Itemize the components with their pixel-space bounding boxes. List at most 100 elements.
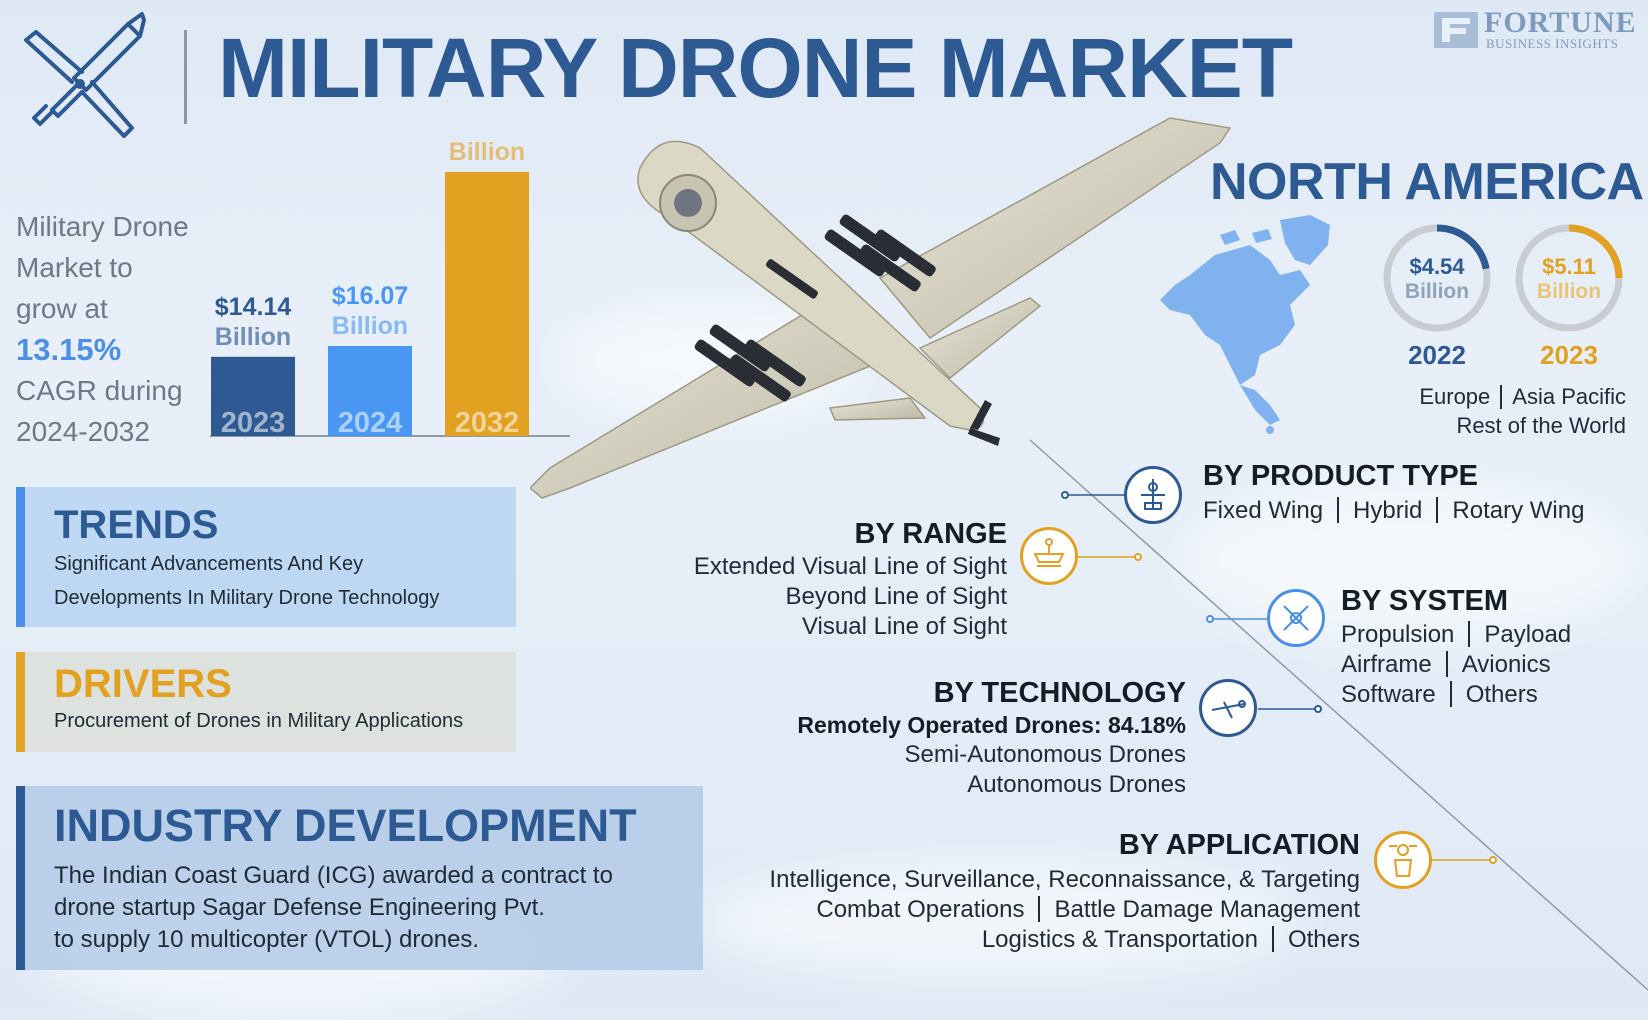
- application-title: BY APPLICATION: [1118, 829, 1360, 861]
- industry-development-line: drone startup Sagar Defense Engineering …: [54, 894, 545, 921]
- bar-2023: [211, 356, 295, 436]
- technology-item: Semi-Autonomous Drones: [904, 741, 1186, 768]
- north-america-title: NORTH AMERICA: [1210, 153, 1644, 211]
- separator: [1271, 926, 1274, 952]
- application-item: Logistics & Transportation: [981, 926, 1258, 953]
- page-title: MILITARY DRONE MARKET: [218, 21, 1293, 115]
- application-items-row: Logistics & Transportation Others: [700, 926, 1360, 954]
- drone-illustration: [530, 117, 1232, 499]
- industry-development-line: The Indian Coast Guard (ICG) awarded a c…: [54, 862, 613, 889]
- range-item: Beyond Line of Sight: [785, 583, 1008, 610]
- system-icon: [1267, 589, 1325, 647]
- separator: [1337, 497, 1340, 523]
- separator: [1449, 681, 1452, 707]
- na-donut-2023: [1515, 224, 1623, 332]
- application-icon: [1374, 831, 1432, 889]
- donut-arc: [1383, 224, 1491, 332]
- separator: [1445, 651, 1448, 677]
- bar-unit-label: Billion: [332, 312, 408, 340]
- application-items-row: Combat Operations Battle Damage Managemen…: [700, 896, 1360, 924]
- system-item: Software: [1341, 681, 1436, 708]
- application-item: Combat Operations: [816, 896, 1025, 923]
- product-type-items: Fixed Wing Hybrid Rotary Wing: [1203, 497, 1584, 525]
- bar-category-label: 2023: [221, 407, 286, 439]
- market-bar-chart: 2023Billion$14.142024Billion$16.072032Bi…: [210, 140, 570, 439]
- application-item: Intelligence, Surveillance, Reconnaissan…: [769, 866, 1360, 893]
- logo-subtitle-text: BUSINESS INSIGHTS: [1486, 36, 1619, 51]
- growth-statement: Military Drone Market to grow at 13.15% …: [16, 206, 216, 452]
- product-type-item: Hybrid: [1353, 497, 1423, 524]
- trends-panel: TRENDS Significant Advancements And Key …: [16, 487, 516, 627]
- donut-year: 2023: [1540, 340, 1598, 370]
- system-item: Propulsion: [1341, 621, 1455, 648]
- product-type-item: Rotary Wing: [1452, 497, 1585, 524]
- separator: [1436, 497, 1439, 523]
- drivers-body: Procurement of Drones in Military Applic…: [54, 710, 464, 732]
- system-item: Others: [1465, 681, 1538, 708]
- region-rest-of-world: Rest of the World: [1456, 413, 1626, 438]
- donut-value: $5.11: [1542, 254, 1596, 279]
- bar-value-label: $16.07: [332, 282, 408, 310]
- industry-development-panel: INDUSTRY DEVELOPMENT The Indian Coast Gu…: [16, 786, 703, 970]
- bar-category-label: 2032: [455, 407, 520, 439]
- drivers-title: DRIVERS: [54, 662, 232, 706]
- donut-unit: Billion: [1404, 280, 1470, 303]
- product-type-icon: [1124, 466, 1182, 524]
- north-america-map-icon: [1160, 215, 1330, 434]
- application-item: Others: [1287, 926, 1360, 953]
- trends-body-line: Significant Advancements And Key: [54, 553, 364, 575]
- donut-arc: [1515, 224, 1623, 332]
- segment-connector-lines: [1029, 439, 1648, 991]
- connector-dot: [1314, 705, 1322, 713]
- header-divider: [184, 30, 187, 124]
- region-asia-pacific: Asia Pacific: [1512, 384, 1626, 409]
- separator: [1038, 896, 1041, 922]
- industry-development-line: to supply 10 multicopter (VTOL) drones.: [54, 926, 480, 953]
- connector-dot: [1061, 491, 1069, 499]
- growth-line: Market to: [16, 252, 133, 283]
- range-icon: [1020, 527, 1078, 585]
- system-items-row: Propulsion Payload: [1341, 621, 1571, 649]
- range-title: BY RANGE: [854, 518, 1007, 550]
- separator: [1468, 621, 1471, 647]
- technology-title: BY TECHNOLOGY: [933, 677, 1186, 709]
- region-europe: Europe: [1419, 384, 1491, 409]
- donut-year: 2022: [1408, 340, 1466, 370]
- drone-logo-icon: [24, 12, 146, 138]
- fortune-logo-icon: [1434, 12, 1478, 48]
- system-title: BY SYSTEM: [1341, 585, 1509, 617]
- system-items-row: Software Others: [1341, 681, 1538, 709]
- trends-body-line: Developments In Military Drone Technolog…: [54, 587, 440, 609]
- connector-dot: [1134, 553, 1142, 561]
- growth-line: Military Drone: [16, 211, 189, 242]
- connector-dot: [1489, 856, 1497, 864]
- logo-fortune-text: FORTUNE: [1484, 6, 1637, 39]
- na-donut-2022: [1383, 224, 1491, 332]
- system-items-row: Airframe Avionics: [1341, 651, 1551, 679]
- other-regions-row-1: Europe Asia Pacific: [1360, 384, 1626, 410]
- system-item: Payload: [1484, 621, 1572, 648]
- donut-unit: Billion: [1536, 280, 1602, 303]
- product-type-title: BY PRODUCT TYPE: [1203, 460, 1479, 492]
- bar-value-label: $14.14: [215, 293, 292, 321]
- range-item: Extended Visual Line of Sight: [693, 553, 1007, 580]
- growth-line: CAGR during: [16, 375, 183, 406]
- bar-unit-label: Billion: [449, 140, 525, 166]
- bar-unit-label: Billion: [215, 323, 291, 351]
- system-item: Airframe: [1341, 651, 1432, 678]
- separator: [1500, 385, 1503, 409]
- application-item: Battle Damage Management: [1054, 896, 1360, 923]
- bar-2024: [328, 346, 412, 436]
- bar-2032: [445, 171, 529, 436]
- technology-item: Autonomous Drones: [967, 771, 1186, 798]
- growth-line: grow at: [16, 293, 108, 324]
- drivers-panel: DRIVERS Procurement of Drones in Militar…: [16, 652, 516, 752]
- bar-category-label: 2024: [338, 407, 403, 439]
- range-item: Visual Line of Sight: [801, 613, 1007, 640]
- cagr-value: 13.15%: [16, 332, 122, 367]
- product-type-item: Fixed Wing: [1203, 497, 1324, 524]
- connector-dot: [1206, 615, 1214, 623]
- donut-value: $4.54: [1409, 254, 1465, 279]
- technology-highlight: Remotely Operated Drones: 84.18%: [797, 712, 1186, 738]
- trends-title: TRENDS: [54, 503, 219, 547]
